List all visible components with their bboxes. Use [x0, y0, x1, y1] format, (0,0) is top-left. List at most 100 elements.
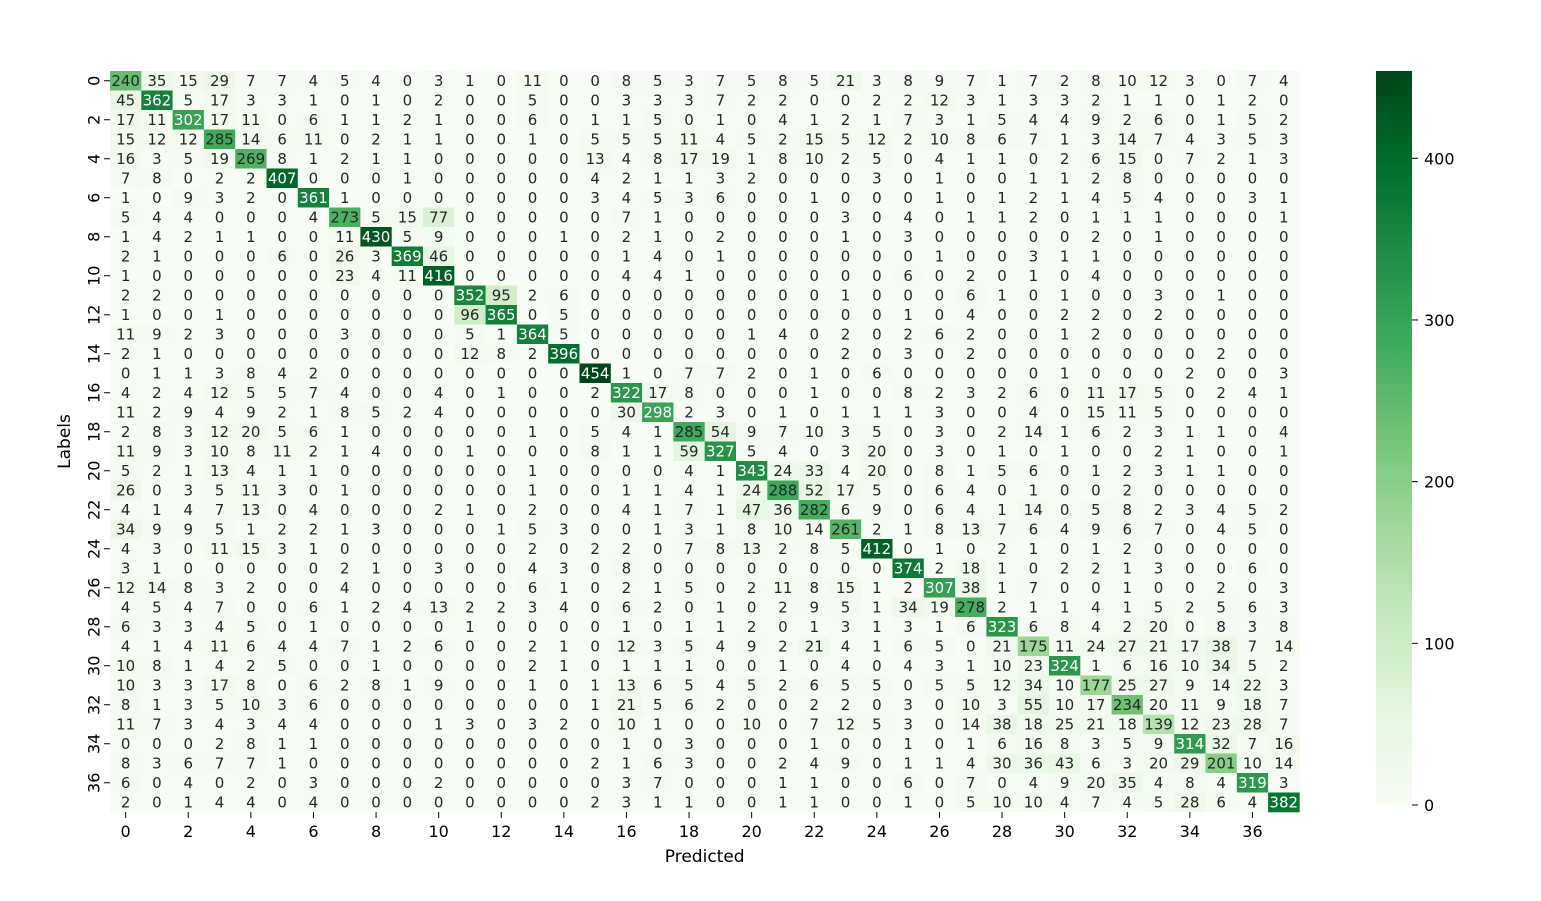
cell-value-32-25: 3 — [903, 696, 913, 714]
cell-8-18 — [673, 227, 705, 247]
cell-9-16 — [610, 246, 643, 267]
cell-37-28 — [986, 792, 1018, 813]
cell-value-12-1: 0 — [152, 306, 162, 324]
cell-value-11-14: 6 — [559, 286, 569, 304]
cell-value-16-4: 5 — [246, 384, 256, 402]
cell-value-10-34: 0 — [1185, 267, 1195, 285]
cell-value-27-27: 278 — [956, 598, 985, 616]
cell-10-29 — [1017, 266, 1050, 286]
cell-value-26-1: 14 — [147, 579, 166, 597]
cell-value-4-37: 3 — [1279, 150, 1289, 168]
cell-value-33-26: 0 — [935, 715, 945, 733]
cell-value-7-10: 77 — [429, 208, 448, 226]
cell-26-12 — [485, 578, 518, 598]
cell-30-27 — [955, 656, 987, 676]
cell-25-34 — [1174, 558, 1206, 579]
cell-value-6-31: 4 — [1091, 189, 1101, 207]
cell-23-13 — [516, 519, 549, 540]
cell-value-9-22: 0 — [809, 247, 819, 265]
cell-value-0-11: 1 — [465, 72, 475, 90]
cell-1-8 — [360, 90, 392, 111]
cell-value-2-10: 1 — [434, 111, 444, 129]
cell-5-0 — [110, 168, 142, 189]
cell-33-27 — [955, 714, 987, 735]
cell-value-2-4: 11 — [241, 111, 260, 129]
cell-0-32 — [1111, 71, 1144, 91]
cell-18-34 — [1174, 422, 1206, 442]
cell-value-3-32: 14 — [1118, 130, 1137, 148]
cell-value-19-6: 2 — [309, 442, 319, 460]
cell-23-8 — [360, 519, 392, 540]
cell-value-13-9: 0 — [403, 325, 413, 343]
cell-value-3-1: 12 — [147, 130, 166, 148]
cell-21-4 — [235, 480, 267, 501]
cell-30-13 — [516, 656, 549, 676]
cell-value-20-16: 0 — [622, 462, 632, 480]
cell-value-14-28: 0 — [997, 345, 1007, 363]
cell-21-11 — [454, 480, 486, 501]
cell-33-24 — [861, 714, 893, 735]
cell-value-36-18: 0 — [684, 774, 694, 792]
cell-value-28-19: 1 — [716, 618, 726, 636]
cell-value-4-5: 8 — [277, 150, 287, 168]
cell-21-35 — [1205, 480, 1238, 501]
cell-value-28-14: 0 — [559, 618, 569, 636]
cell-6-37 — [1268, 188, 1300, 208]
cell-6-13 — [516, 188, 549, 208]
cell-value-16-28: 2 — [997, 384, 1007, 402]
cell-2-22 — [798, 110, 831, 130]
cell-32-30 — [1049, 695, 1081, 715]
cell-value-0-4: 7 — [246, 72, 256, 90]
x-axis-ticks: 0 2 4 6 8 10 12 14 16 18 20 22 24 26 28 30 32 34 36 — [121, 812, 1263, 841]
cell-29-27 — [955, 636, 987, 657]
cell-13-8 — [360, 324, 392, 345]
cell-value-20-25: 0 — [903, 462, 913, 480]
cell-0-24 — [861, 71, 893, 91]
cell-value-4-17: 8 — [653, 150, 663, 168]
cell-value-33-24: 5 — [872, 715, 882, 733]
cell-27-7 — [329, 597, 361, 618]
cell-value-26-11: 0 — [465, 579, 475, 597]
cell-value-0-14: 0 — [559, 72, 569, 90]
cell-6-34 — [1174, 188, 1206, 208]
cell-value-6-20: 0 — [747, 189, 757, 207]
cell-9-36 — [1236, 246, 1269, 267]
cell-34-22 — [798, 734, 831, 754]
cell-23-26 — [923, 519, 956, 540]
cell-value-37-21: 1 — [778, 793, 788, 811]
cell-value-6-5: 0 — [277, 189, 287, 207]
cell-16-23 — [829, 383, 862, 403]
cell-23-0 — [110, 519, 142, 540]
cell-37-34 — [1174, 792, 1206, 813]
cell-18-25 — [892, 422, 925, 442]
cell-value-20-22: 33 — [805, 462, 824, 480]
cell-7-17 — [642, 207, 674, 228]
cell-value-23-16: 0 — [622, 520, 632, 538]
cell-36-31 — [1080, 773, 1112, 793]
cell-21-9 — [391, 480, 424, 501]
cell-value-17-0: 11 — [116, 403, 135, 421]
y-tick-label: 8 — [85, 232, 104, 242]
cell-16-18 — [673, 383, 705, 403]
cell-37-11 — [454, 792, 486, 813]
cell-value-36-4: 2 — [246, 774, 256, 792]
cell-19-30 — [1049, 441, 1081, 462]
cell-value-13-31: 2 — [1091, 325, 1101, 343]
cell-value-36-35: 4 — [1216, 774, 1226, 792]
cell-value-31-23: 5 — [841, 676, 851, 694]
cell-value-6-9: 0 — [403, 189, 413, 207]
cell-37-7 — [329, 792, 361, 813]
cell-value-3-31: 3 — [1091, 130, 1101, 148]
cell-23-31 — [1080, 519, 1112, 540]
cell-0-11 — [454, 71, 486, 91]
cell-value-21-31: 0 — [1091, 481, 1101, 499]
cell-value-17-8: 5 — [371, 403, 381, 421]
cell-23-23 — [829, 519, 862, 540]
cell-32-29 — [1017, 695, 1050, 715]
cell-7-30 — [1049, 207, 1081, 228]
cell-value-26-13: 6 — [528, 579, 538, 597]
cell-4-21 — [767, 149, 799, 169]
cell-20-14 — [548, 461, 580, 481]
cell-7-1 — [141, 207, 173, 228]
cell-value-35-19: 0 — [716, 754, 726, 772]
